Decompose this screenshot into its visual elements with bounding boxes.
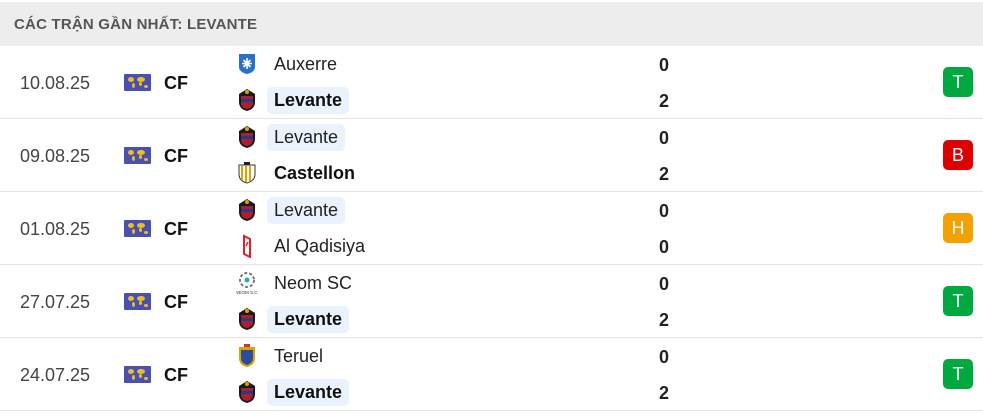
match-row[interactable]: 24.07.25 CF Teruel Levante 0 2 T [0, 338, 983, 411]
castellon-crest-icon [236, 161, 258, 185]
match-row[interactable]: 01.08.25 CF Levante Al Qadisiya 0 0 H [0, 192, 983, 265]
away-score: 2 [658, 383, 669, 403]
away-team-name[interactable]: Castellon [274, 162, 356, 183]
away-team[interactable]: Levante [236, 305, 350, 333]
home-team[interactable]: Teruel [236, 343, 330, 369]
home-team-name[interactable]: Levante [267, 123, 346, 151]
match-row[interactable]: 09.08.25 CF Levante Castellon 0 2 B [0, 119, 983, 192]
levante-crest-icon [236, 380, 258, 404]
away-team-name[interactable]: Levante [267, 378, 350, 406]
home-score: 0 [658, 347, 669, 367]
result-badge: T [943, 286, 973, 316]
home-team-name[interactable]: Neom SC [274, 272, 353, 293]
result-badge: H [943, 213, 973, 243]
away-team-name[interactable]: Levante [267, 86, 350, 114]
home-score: 0 [658, 274, 669, 294]
away-team-name[interactable]: Al Qadisiya [274, 235, 366, 256]
home-team-name[interactable]: Levante [267, 196, 346, 224]
competition-label[interactable]: CF [164, 146, 188, 166]
teruel-crest-icon [236, 344, 258, 368]
result-badge: B [943, 140, 973, 170]
al-qadisiya-crest-icon [236, 234, 258, 258]
levante-crest-icon [236, 307, 258, 331]
home-team[interactable]: NEOM S.C. Neom SC [236, 270, 359, 296]
result-badge: T [943, 359, 973, 389]
competition-label[interactable]: CF [164, 219, 188, 239]
match-list: 10.08.25 CF Auxerre Levante 0 2 T 09.08.25… [0, 46, 983, 411]
home-team[interactable]: Levante [236, 123, 346, 151]
levante-crest-icon [236, 88, 258, 112]
levante-crest-icon [236, 198, 258, 222]
levante-crest-icon [236, 125, 258, 149]
world-map-flag-icon [124, 147, 151, 164]
match-row[interactable]: 27.07.25 CF NEOM S.C. Neom SC Levante 0 2 … [0, 265, 983, 338]
result-badge: T [943, 67, 973, 97]
away-team[interactable]: Levante [236, 86, 350, 114]
section-header: CÁC TRẬN GẦN NHẤT: LEVANTE [0, 2, 983, 46]
home-score: 0 [658, 128, 669, 148]
home-team[interactable]: Levante [236, 196, 346, 224]
away-score: 2 [658, 310, 669, 330]
svg-text:NEOM S.C.: NEOM S.C. [236, 290, 258, 295]
world-map-flag-icon [124, 293, 151, 310]
world-map-flag-icon [124, 366, 151, 383]
competition-label[interactable]: CF [164, 73, 188, 93]
away-team[interactable]: Castellon [236, 160, 362, 186]
away-team[interactable]: Levante [236, 378, 350, 406]
world-map-flag-icon [124, 220, 151, 237]
competition-label[interactable]: CF [164, 292, 188, 312]
away-score: 2 [658, 91, 669, 111]
match-date: 01.08.25 [20, 219, 91, 239]
home-score: 0 [658, 201, 669, 221]
neom-sc-crest-icon: NEOM S.C. [236, 271, 258, 295]
home-team-name[interactable]: Teruel [274, 345, 324, 366]
away-score: 0 [658, 237, 669, 257]
section-title: CÁC TRẬN GẦN NHẤT: LEVANTE [14, 15, 258, 33]
home-team[interactable]: Auxerre [236, 51, 344, 77]
home-team-name[interactable]: Auxerre [274, 53, 338, 74]
match-date: 09.08.25 [20, 146, 91, 166]
away-team-name[interactable]: Levante [267, 305, 350, 333]
competition-label[interactable]: CF [164, 365, 188, 385]
away-team[interactable]: Al Qadisiya [236, 233, 372, 259]
match-date: 24.07.25 [20, 365, 91, 385]
away-score: 2 [658, 164, 669, 184]
world-map-flag-icon [124, 74, 151, 91]
match-row[interactable]: 10.08.25 CF Auxerre Levante 0 2 T [0, 46, 983, 119]
auxerre-crest-icon [236, 52, 258, 76]
match-date: 10.08.25 [20, 73, 91, 93]
match-date: 27.07.25 [20, 292, 91, 312]
home-score: 0 [658, 55, 669, 75]
